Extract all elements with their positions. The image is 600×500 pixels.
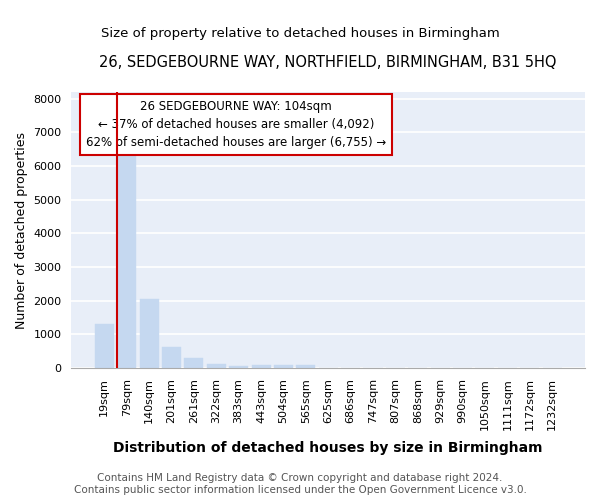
Text: 26 SEDGEBOURNE WAY: 104sqm
← 37% of detached houses are smaller (4,092)
62% of s: 26 SEDGEBOURNE WAY: 104sqm ← 37% of deta…	[86, 100, 386, 150]
X-axis label: Distribution of detached houses by size in Birmingham: Distribution of detached houses by size …	[113, 441, 543, 455]
Bar	[95, 324, 114, 368]
Bar	[296, 365, 316, 368]
Bar	[140, 299, 158, 368]
Y-axis label: Number of detached properties: Number of detached properties	[15, 132, 28, 328]
Bar	[117, 148, 136, 368]
Title: 26, SEDGEBOURNE WAY, NORTHFIELD, BIRMINGHAM, B31 5HQ: 26, SEDGEBOURNE WAY, NORTHFIELD, BIRMING…	[100, 55, 557, 70]
Bar	[274, 365, 293, 368]
Bar	[184, 358, 203, 368]
Bar	[207, 364, 226, 368]
Bar	[162, 347, 181, 368]
Text: Contains HM Land Registry data © Crown copyright and database right 2024.
Contai: Contains HM Land Registry data © Crown c…	[74, 474, 526, 495]
Bar	[229, 366, 248, 368]
Bar	[251, 365, 271, 368]
Text: Size of property relative to detached houses in Birmingham: Size of property relative to detached ho…	[101, 28, 499, 40]
